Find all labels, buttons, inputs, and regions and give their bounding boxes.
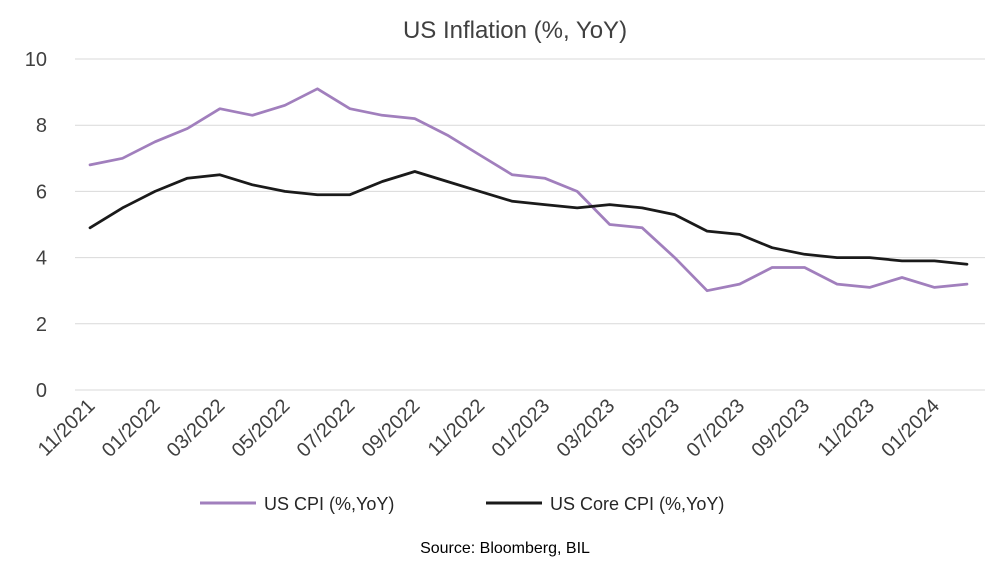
x-tick-label: 01/2023 bbox=[488, 395, 555, 462]
y-tick-label: 0 bbox=[36, 380, 47, 402]
x-tick-label: 07/2022 bbox=[293, 395, 360, 462]
chart-title: US Inflation (%, YoY) bbox=[403, 17, 627, 44]
x-tick-label: 11/2021 bbox=[34, 395, 100, 461]
y-axis: 0 2 4 6 8 10 bbox=[25, 49, 47, 402]
x-tick-label: 09/2023 bbox=[747, 395, 814, 462]
series-line-core-cpi bbox=[88, 170, 969, 266]
y-tick-label: 6 bbox=[36, 181, 47, 203]
y-tick-label: 2 bbox=[36, 314, 47, 336]
x-axis: 11/202101/202203/202205/202207/202209/20… bbox=[34, 395, 944, 462]
plot-area bbox=[88, 87, 969, 293]
legend-label-cpi: US CPI (%,YoY) bbox=[264, 494, 394, 514]
series-line-cpi bbox=[88, 87, 969, 293]
legend: US CPI (%,YoY) US Core CPI (%,YoY) bbox=[200, 494, 724, 514]
x-tick-label: 03/2023 bbox=[553, 395, 620, 462]
x-tick-label: 01/2024 bbox=[877, 395, 944, 462]
x-tick-label: 11/2023 bbox=[813, 395, 879, 461]
x-tick-label: 05/2023 bbox=[618, 395, 685, 462]
y-tick-label: 8 bbox=[36, 115, 47, 137]
x-tick-label: 11/2022 bbox=[424, 395, 490, 461]
x-tick-label: 05/2022 bbox=[228, 395, 295, 462]
gridlines bbox=[75, 58, 985, 391]
y-tick-label: 10 bbox=[25, 49, 47, 71]
x-tick-label: 03/2022 bbox=[163, 395, 230, 462]
x-tick-label: 01/2022 bbox=[98, 395, 165, 462]
x-tick-label: 09/2022 bbox=[358, 395, 425, 462]
source-note: Source: Bloomberg, BIL bbox=[420, 540, 590, 557]
legend-label-core-cpi: US Core CPI (%,YoY) bbox=[550, 494, 724, 514]
y-tick-label: 4 bbox=[36, 248, 47, 270]
x-tick-label: 07/2023 bbox=[682, 395, 749, 462]
